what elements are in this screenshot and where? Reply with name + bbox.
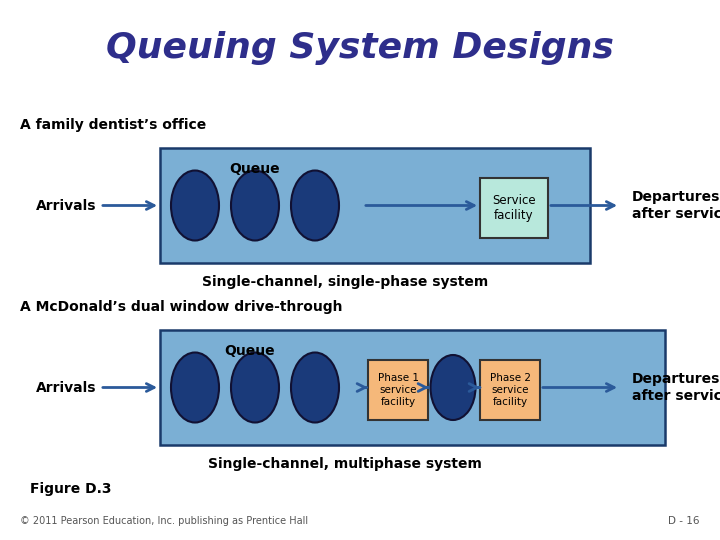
Text: Arrivals: Arrivals <box>35 199 96 213</box>
Text: Phase 2
service
facility: Phase 2 service facility <box>490 373 531 407</box>
Text: Single-channel, multiphase system: Single-channel, multiphase system <box>208 457 482 471</box>
Ellipse shape <box>231 171 279 240</box>
Text: A McDonald’s dual window drive-through: A McDonald’s dual window drive-through <box>20 300 343 314</box>
Text: Queue: Queue <box>225 344 275 358</box>
FancyBboxPatch shape <box>368 360 428 420</box>
Text: © 2011 Pearson Education, Inc. publishing as Prentice Hall: © 2011 Pearson Education, Inc. publishin… <box>20 516 308 526</box>
Text: Service
facility: Service facility <box>492 194 536 222</box>
Ellipse shape <box>231 353 279 422</box>
Ellipse shape <box>431 355 475 420</box>
Ellipse shape <box>171 353 219 422</box>
Text: A family dentist’s office: A family dentist’s office <box>20 118 206 132</box>
Ellipse shape <box>291 353 339 422</box>
Text: Arrivals: Arrivals <box>35 381 96 395</box>
Text: Phase 1
service
facility: Phase 1 service facility <box>377 373 418 407</box>
Text: Departures
after service: Departures after service <box>632 191 720 221</box>
Ellipse shape <box>291 171 339 240</box>
Text: Queuing System Designs: Queuing System Designs <box>106 31 614 65</box>
FancyBboxPatch shape <box>480 360 540 420</box>
FancyBboxPatch shape <box>480 178 548 238</box>
FancyBboxPatch shape <box>160 148 590 263</box>
Text: Single-channel, single-phase system: Single-channel, single-phase system <box>202 275 488 289</box>
Text: Departures
after service: Departures after service <box>632 373 720 403</box>
Ellipse shape <box>171 171 219 240</box>
Text: Queue: Queue <box>230 162 280 176</box>
Text: Figure D.3: Figure D.3 <box>30 482 112 496</box>
Text: D - 16: D - 16 <box>668 516 700 526</box>
FancyBboxPatch shape <box>160 330 665 445</box>
